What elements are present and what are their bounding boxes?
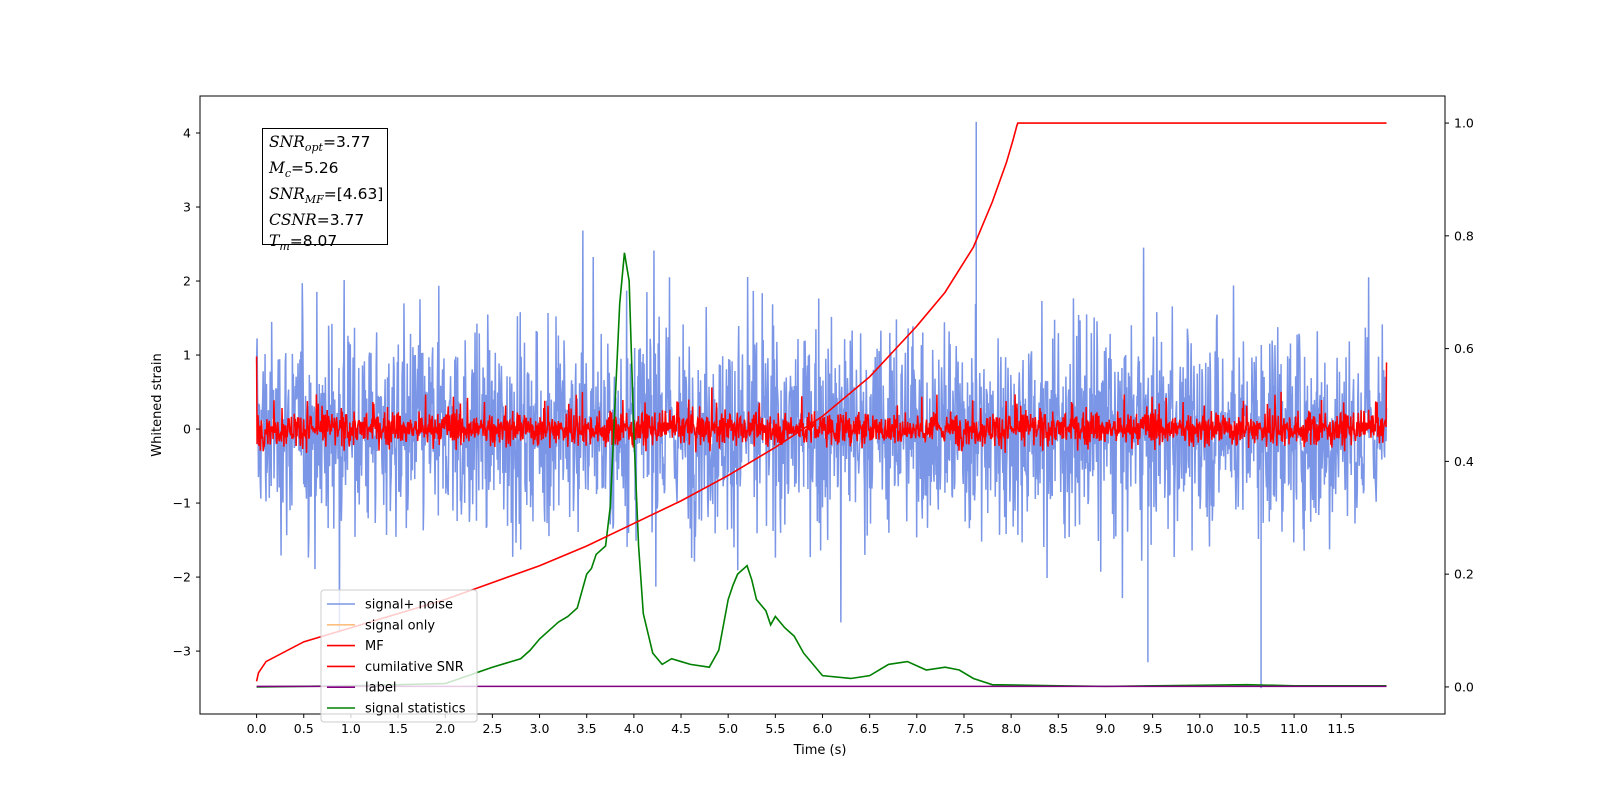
tm-symbol: T	[269, 232, 280, 251]
y2-tick-label: 1.0	[1454, 116, 1474, 131]
x-tick-label: 5.5	[765, 721, 785, 736]
snr-opt-sub: opt	[304, 141, 323, 155]
series-signal-noise	[255, 121, 1388, 689]
x-tick-label: 10.5	[1233, 721, 1261, 736]
legend-label: signal+ noise	[365, 598, 453, 613]
y-tick-label: 2	[183, 274, 191, 289]
mc-sub: c	[284, 167, 292, 181]
snr-mf-value: =[4.63]	[323, 185, 384, 204]
tm-value: =8.07	[289, 232, 338, 251]
stats-annotation-box: SNRopt=3.77 Mc=5.26 SNRMF=[4.63] CSNR=3.…	[262, 128, 388, 253]
y-tick-label: −3	[173, 644, 191, 659]
x-axis: 0.0 0.5 1.0 1.5 2.0 2.5 3.0 3.5 4.0 4.5 5.0 5.5 6.0 6…	[247, 714, 1355, 736]
csnr-symbol: CSNR	[269, 211, 317, 230]
snr-mf-symbol: SNR	[269, 185, 305, 204]
mc-symbol: M	[269, 159, 285, 178]
x-tick-label: 11.5	[1327, 721, 1355, 736]
x-tick-label: 5.0	[718, 721, 738, 736]
mc-value: =5.26	[291, 159, 339, 178]
x-tick-label: 10.0	[1186, 721, 1214, 736]
x-tick-label: 4.0	[624, 721, 644, 736]
x-tick-label: 11.0	[1280, 721, 1308, 736]
y2-tick-label: 0.8	[1454, 228, 1474, 243]
y-axis-left: 4 3 2 1 0 −1 −2 −3	[173, 126, 200, 659]
x-tick-label: 1.5	[388, 721, 408, 736]
tm-line: Tm=8.07	[269, 231, 381, 257]
x-tick-label: 3.5	[577, 721, 597, 736]
x-tick-label: 6.0	[813, 721, 833, 736]
x-tick-label: 0.0	[247, 721, 267, 736]
snr-opt-symbol: SNR	[269, 133, 305, 151]
snr-opt-line: SNRopt=3.77	[269, 132, 381, 158]
legend-label: signal statistics	[365, 702, 466, 717]
x-tick-label: 3.0	[530, 721, 550, 736]
x-tick-label: 8.5	[1048, 721, 1068, 736]
legend: signal+ noise signal only MF cumilative SNR…	[320, 589, 478, 723]
x-tick-label: 6.5	[860, 721, 880, 736]
legend-label: signal only	[365, 618, 435, 633]
csnr-line: CSNR=3.77	[269, 210, 381, 231]
legend-label: MF	[365, 639, 384, 654]
legend-box	[320, 589, 478, 723]
y2-tick-label: 0.2	[1454, 567, 1474, 582]
x-tick-label: 4.5	[671, 721, 691, 736]
x-tick-label: 2.5	[482, 721, 502, 736]
x-tick-label: 1.0	[341, 721, 361, 736]
series-signal-statistics	[256, 252, 1387, 688]
x-tick-label: 8.0	[1001, 721, 1021, 736]
y-tick-label: 4	[183, 126, 191, 141]
legend-label: cumilative SNR	[365, 660, 464, 675]
snr-mf-line: SNRMF=[4.63]	[269, 184, 384, 210]
snr-mf-sub: MF	[304, 193, 324, 207]
snr-opt-value: =3.77	[322, 133, 371, 151]
y-axis-right: 1.0 0.8 0.6 0.4 0.2 0.0	[1445, 116, 1474, 694]
x-tick-label: 9.0	[1096, 721, 1116, 736]
csnr-value: =3.77	[316, 211, 365, 230]
y-tick-label: 1	[183, 348, 191, 363]
x-tick-label: 9.5	[1143, 721, 1163, 736]
y2-tick-label: 0.6	[1454, 341, 1474, 356]
series-mf	[255, 356, 1388, 453]
y2-tick-label: 0.4	[1454, 454, 1474, 469]
tm-sub: m	[279, 240, 290, 254]
x-tick-label: 7.5	[954, 721, 974, 736]
x-tick-label: 7.0	[907, 721, 927, 736]
x-tick-label: 2.0	[435, 721, 455, 736]
y-tick-label: 3	[183, 200, 191, 215]
y2-tick-label: 0.0	[1454, 679, 1474, 694]
mc-line: Mc=5.26	[269, 158, 381, 184]
y-axis-label: Whitened strain	[150, 353, 165, 456]
x-axis-label: Time (s)	[793, 743, 847, 758]
y-tick-label: 0	[183, 422, 191, 437]
legend-label: label	[365, 681, 396, 696]
y-tick-label: −1	[173, 496, 191, 511]
y-tick-label: −2	[173, 570, 191, 585]
x-tick-label: 0.5	[294, 721, 314, 736]
